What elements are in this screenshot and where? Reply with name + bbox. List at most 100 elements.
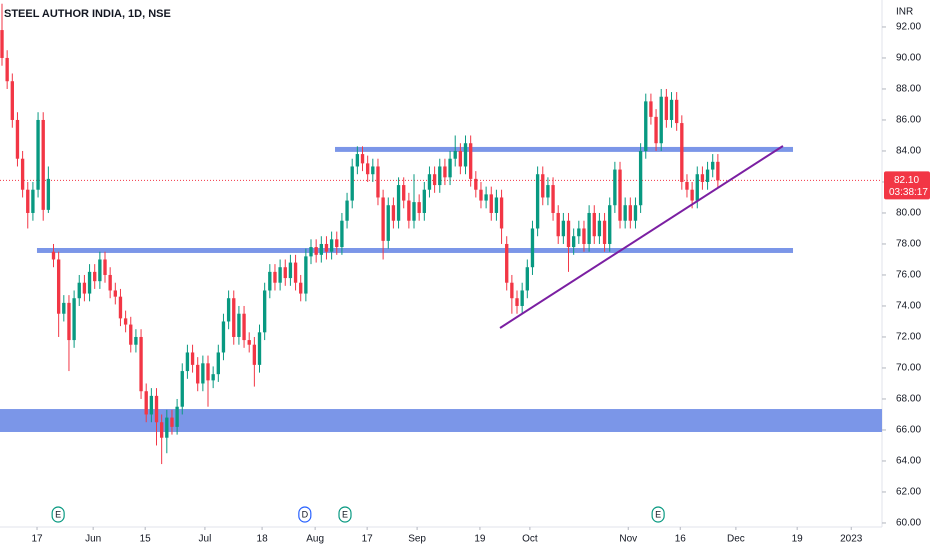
candle-body [67,302,71,341]
candle-body [438,166,442,186]
candle-body [432,174,437,186]
x-tick-label: 16 [675,534,687,545]
candle-body [283,267,287,279]
candle-body [221,321,226,353]
candle-body [391,205,396,221]
y-tick-label: 64.00 [896,456,921,467]
candle-body [237,313,241,337]
candle-body [602,220,607,244]
candle-body [268,271,272,291]
candle-body [232,298,236,337]
y-tick-label: 92.00 [896,22,921,33]
candle-body [700,174,705,182]
candle-body [577,228,581,237]
candle-body [41,119,45,210]
candle-body [113,290,117,297]
candle-body [623,205,627,221]
y-tick-label: 70.00 [896,363,921,374]
candle-body [118,296,123,319]
event-label: E [655,509,661,519]
candle-body [129,324,133,345]
candle-body [690,189,694,201]
candle-body [98,259,102,282]
candle-body [149,395,154,415]
candle-body [628,205,632,221]
candle-body [669,99,674,120]
candle-body [525,267,529,291]
candle-body [479,189,483,201]
candle-body [211,374,215,381]
candle-body [685,181,689,190]
candle-body [582,228,586,244]
y-tick-label: 84.00 [896,146,921,157]
candle-body [608,205,612,244]
candle-body [376,166,380,198]
y-tick-label: 68.00 [896,394,921,405]
candle-body [530,228,535,268]
candle-body [618,169,622,221]
candle-body [324,243,329,252]
candle-body [427,174,432,190]
x-tick-label: Dec [727,534,745,545]
candle-body [252,344,257,365]
candle-body [355,154,360,167]
x-tick-label: Jun [85,534,101,545]
candle-body [360,154,365,164]
candle-body [468,143,473,179]
candle-body [299,282,303,294]
candle-body [175,406,179,427]
candle-body [345,200,349,221]
candle-body [51,251,56,260]
candle-body [304,256,308,294]
candle-body [510,282,514,299]
candle-body [705,169,710,182]
candle-body [56,259,61,314]
candle-body [412,202,416,221]
x-tick-label: 19 [792,534,804,545]
last-price-label: 82.10 [894,175,919,186]
zone [335,146,794,152]
x-tick-label: 17 [362,534,374,545]
candle-body [515,298,519,306]
candle-body [309,247,313,257]
event-marker [298,506,312,523]
candle-body [123,318,128,325]
candle-body [0,30,4,58]
candle-body [154,395,159,423]
candle-body [386,205,390,241]
candle-body [144,391,148,415]
candle-body [26,189,30,213]
candle-body [365,163,370,175]
x-tick-label: 18 [257,534,269,545]
candle-body [587,212,591,244]
candle-body [10,81,14,120]
zone [36,248,794,253]
candle-body [520,290,524,306]
x-tick-label: Oct [522,534,538,545]
candle-body [201,363,205,384]
candle-body [711,161,715,170]
candle-body [293,262,298,283]
candle-body [649,101,653,117]
candle-body [46,178,51,210]
candle-body [659,96,663,144]
candle-body [654,116,658,144]
candle-body [566,220,571,248]
candle-body [350,166,354,201]
last-price-tag [884,171,930,200]
y-tick-label: 72.00 [896,332,921,343]
candle-body [613,169,617,206]
chart-title: STEEL AUTHOR INDIA, 1D, NSE [4,8,171,20]
candle-body [77,282,81,299]
candle-body [546,185,550,198]
candle-body [273,271,277,283]
event-label: E [342,509,348,519]
candle-body [463,143,468,167]
candle-body [31,189,35,213]
x-tick-label: Nov [619,534,637,545]
candle-body [329,239,334,252]
candle-body [335,239,339,248]
candle-body [561,220,566,237]
y-tick-label: 90.00 [896,53,921,64]
x-tick-label: 2023 [840,534,863,545]
